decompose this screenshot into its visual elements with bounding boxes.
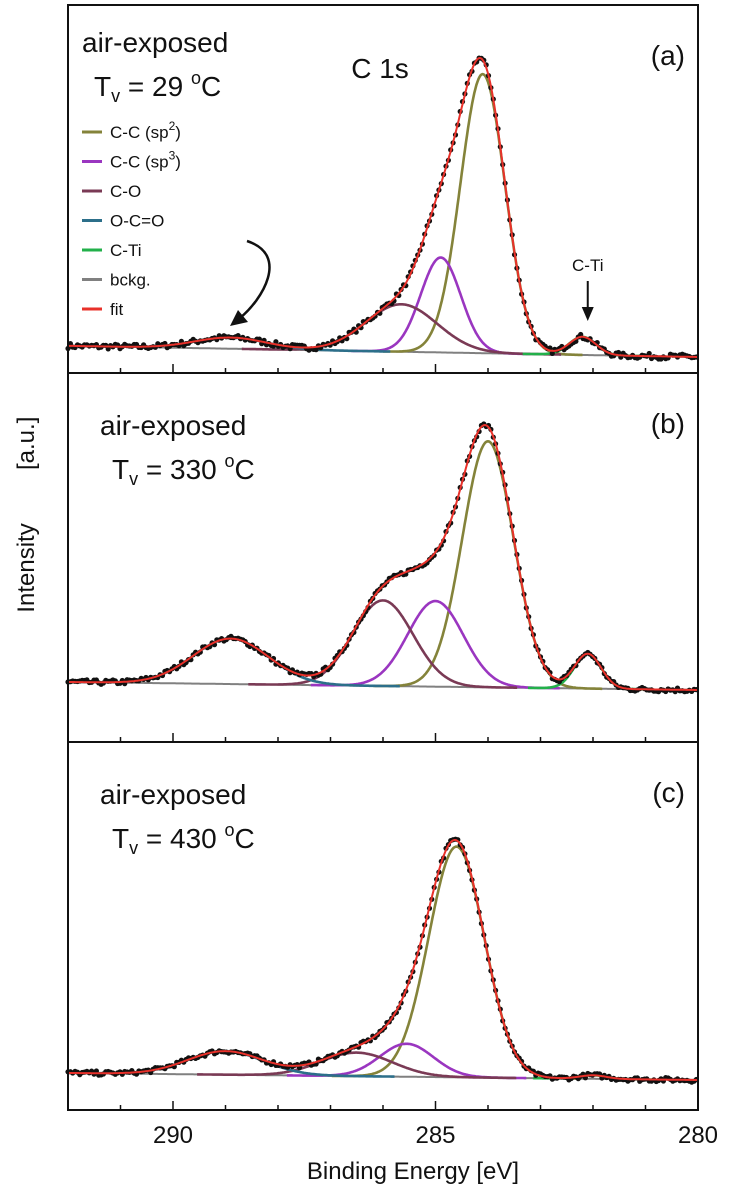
legend-label-text: bckg.: [110, 271, 151, 290]
temp-symbol: T: [112, 454, 129, 485]
x-tick-label: 290: [153, 1122, 193, 1149]
temperature-label: Tv = 330 oC: [112, 451, 255, 489]
legend-label-text: fit: [110, 300, 124, 319]
panel-b: (b) air-exposed Tv = 330 oC: [65, 372, 700, 743]
legend-label: fit: [110, 300, 124, 319]
fit-line: [68, 423, 698, 691]
legend-label: C-Ti: [110, 241, 141, 260]
chart-title: C 1s: [351, 53, 409, 84]
component-c-o: [197, 1051, 517, 1080]
temp-unit: C: [201, 71, 221, 102]
legend-label: C-C (sp2): [110, 119, 181, 142]
legend-label-text: C-C (sp: [110, 123, 169, 142]
temp-value: = 430: [138, 823, 224, 854]
legend-label: bckg.: [110, 271, 151, 290]
temp-unit-sup: o: [225, 451, 235, 471]
legend-label-text: C-O: [110, 182, 141, 201]
o-c-o-arrow-head: [230, 310, 248, 326]
temp-unit: C: [235, 823, 255, 854]
temp-unit-sup: o: [225, 820, 235, 840]
legend-label-suffix: ): [175, 123, 181, 142]
legend-label-text: C-Ti: [110, 241, 141, 260]
temperature-label: Tv = 430 oC: [112, 820, 255, 858]
temp-value: = 330: [138, 454, 224, 485]
component-c-o: [248, 599, 518, 689]
temp-subscript: v: [129, 469, 138, 489]
data-point: [273, 339, 279, 345]
component-c-c-sp2-: [331, 845, 581, 1080]
x-tick-label: 280: [678, 1122, 718, 1149]
c-ti-arrow-head: [581, 307, 594, 321]
c-ti-annotation: C-Ti: [572, 256, 603, 275]
panel-letter: (c): [652, 777, 685, 808]
shared-axes: Binding Energy [eV] Intensity [a.u.]: [13, 417, 519, 1185]
temp-value: = 29: [120, 71, 191, 102]
panel-c: (c) air-exposed Tv = 430 oC: [65, 741, 700, 1111]
panel-letter: (b): [651, 408, 685, 439]
y-axis-unit: [a.u.]: [13, 417, 40, 470]
data-points: [65, 836, 700, 1085]
component-o-c-o: [68, 637, 400, 688]
legend-label-text: O-C=O: [110, 212, 164, 231]
condition-label: air-exposed: [100, 410, 246, 441]
legend-label: C-O: [110, 182, 141, 201]
temperature-label: Tv = 29 oC: [94, 68, 221, 106]
condition-label: air-exposed: [82, 27, 228, 58]
o-c-o-arrow-line: [239, 239, 271, 319]
temp-unit-sup: o: [191, 68, 201, 88]
legend-label-sup: 3: [169, 149, 176, 163]
x-axis-label: Binding Energy [eV]: [307, 1158, 519, 1185]
x-tick-label: 285: [415, 1122, 455, 1149]
data-point: [646, 350, 652, 357]
temp-symbol: T: [94, 71, 111, 102]
legend-label: O-C=O: [110, 212, 164, 231]
component-c-o: [241, 303, 561, 356]
component-c-c-sp2-: [373, 439, 603, 691]
condition-label: air-exposed: [100, 779, 246, 810]
temp-subscript: v: [129, 838, 138, 858]
temp-unit: C: [235, 454, 255, 485]
fit-line: [67, 56, 698, 358]
fit-line: [68, 839, 698, 1081]
legend-label-suffix: ): [175, 153, 181, 172]
legend-label-text: C-C (sp: [110, 153, 169, 172]
data-point: [549, 350, 555, 356]
temp-subscript: v: [111, 86, 120, 106]
legend-label-sup: 2: [169, 119, 176, 133]
temp-symbol: T: [112, 823, 129, 854]
legend-label: C-C (sp3): [110, 149, 181, 172]
data-point: [615, 349, 622, 356]
panel-letter: (a): [651, 40, 685, 71]
y-axis-label: Intensity: [13, 523, 40, 612]
